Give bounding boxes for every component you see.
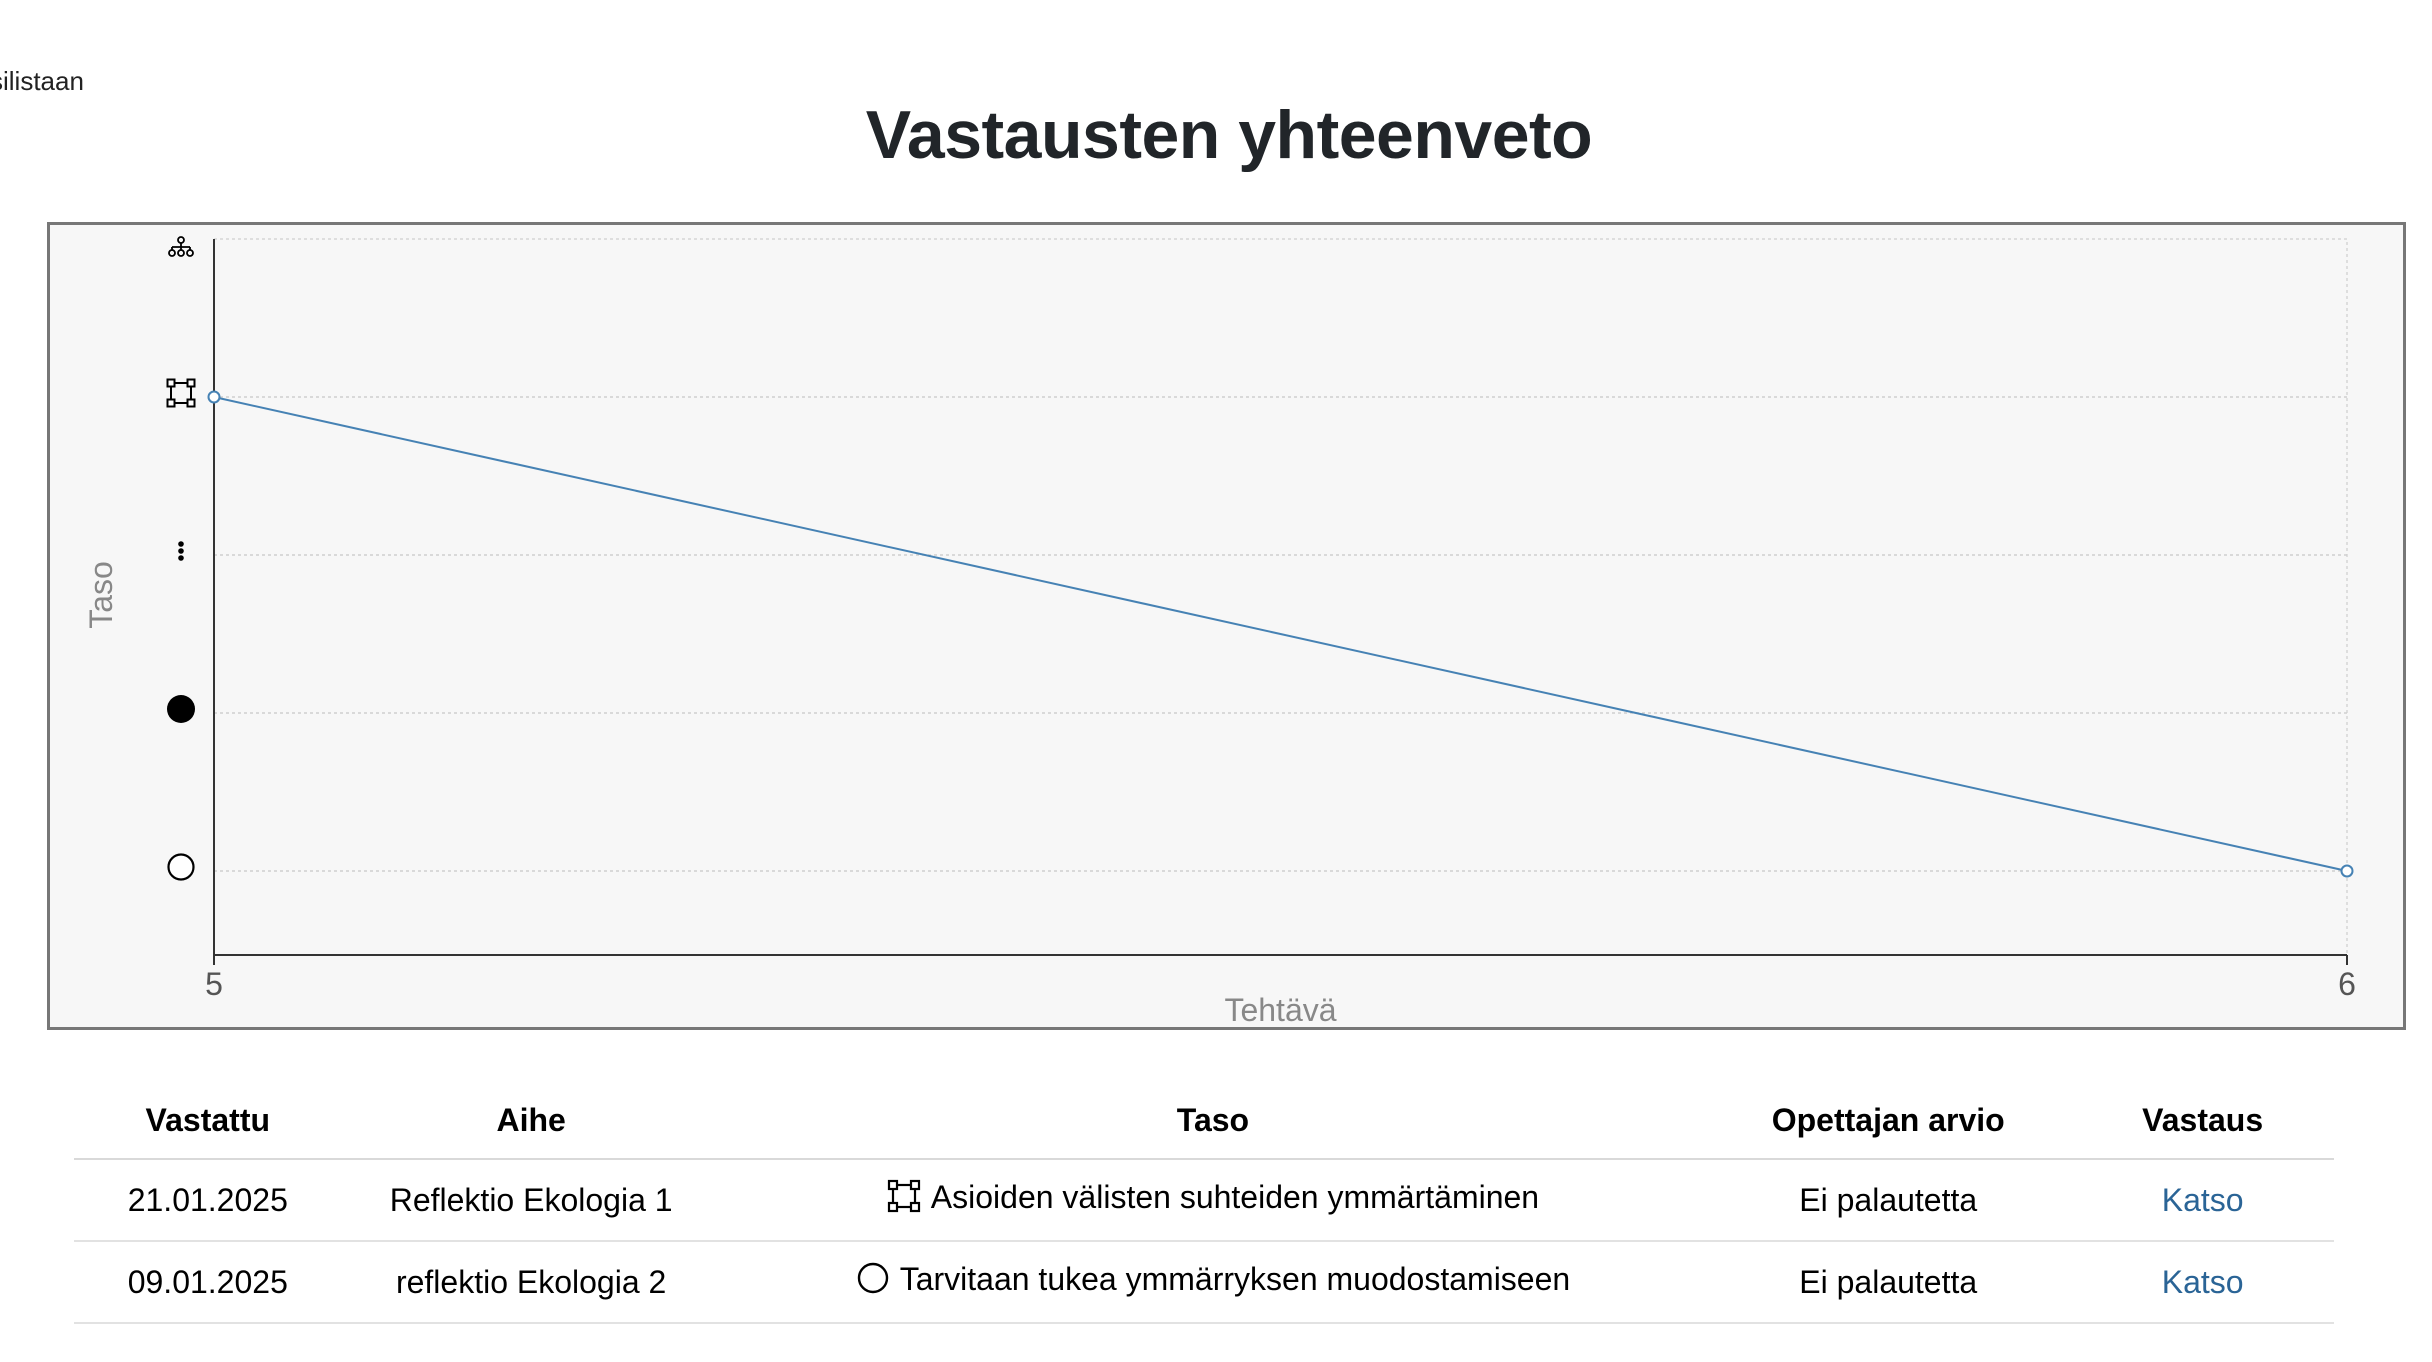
cell-level-text: Tarvitaan tukea ymmärryksen muodostamise… [899, 1261, 1571, 1297]
table-row: 21.01.2025 Reflektio Ekologia 1 Asioiden… [74, 1159, 2334, 1242]
cell-answer: Katso [2071, 1159, 2334, 1242]
cell-level-text: Asioiden välisten suhteiden ymmärtäminen [930, 1179, 1540, 1215]
summary-chart: Taso Tehtävä 5 6 [47, 222, 2406, 1030]
results-table: Vastattu Aihe Taso Opettajan arvio Vasta… [74, 1082, 2334, 1324]
x-tick-label: 6 [2338, 966, 2356, 1002]
vertical-dots-icon [178, 541, 184, 561]
series-line [213, 396, 2348, 872]
header-teacher-grade: Opettajan arvio [1705, 1082, 2072, 1160]
data-point[interactable] [207, 390, 221, 404]
cell-teacher-grade: Ei palautetta [1705, 1159, 2072, 1242]
cell-topic: reflektio Ekologia 2 [341, 1241, 721, 1324]
y-axis-label: Taso [83, 561, 119, 629]
cell-teacher-grade: Ei palautetta [1705, 1241, 2072, 1324]
cell-answer: Katso [2071, 1241, 2334, 1324]
header-answer: Vastaus [2071, 1082, 2334, 1160]
table-header-row: Vastattu Aihe Taso Opettajan arvio Vasta… [74, 1082, 2334, 1160]
cell-topic: Reflektio Ekologia 1 [341, 1159, 721, 1242]
cell-level: Asioiden välisten suhteiden ymmärtäminen [720, 1159, 1706, 1242]
page-title: Vastausten yhteenveto [865, 97, 1593, 173]
x-tick-label: 5 [205, 966, 223, 1002]
data-point[interactable] [2340, 864, 2354, 878]
header-topic: Aihe [341, 1082, 721, 1160]
square-nodes-icon [887, 1179, 921, 1221]
header-date: Vastattu [74, 1082, 342, 1160]
chart-svg: Taso Tehtävä 5 6 [83, 236, 2356, 1027]
empty-circle-icon [167, 853, 195, 881]
view-answer-link[interactable]: Katso [2161, 1181, 2244, 1218]
table-row: 09.01.2025 reflektio Ekologia 2 Tarvitaa… [74, 1241, 2334, 1324]
hierarchy-icon [168, 236, 194, 257]
empty-circle-icon [856, 1261, 890, 1303]
square-nodes-icon [166, 378, 196, 408]
cell-date: 21.01.2025 [74, 1159, 342, 1242]
cell-level: Tarvitaan tukea ymmärryksen muodostamise… [720, 1241, 1706, 1324]
header-level: Taso [720, 1082, 1706, 1160]
cell-date: 09.01.2025 [74, 1241, 342, 1324]
plot-area-border [213, 238, 2348, 956]
filled-circle-icon [167, 695, 195, 723]
x-axis-label: Tehtävä [1224, 992, 1336, 1027]
view-answer-link[interactable]: Katso [2161, 1263, 2244, 1300]
truncated-text: silistaan [0, 66, 84, 96]
